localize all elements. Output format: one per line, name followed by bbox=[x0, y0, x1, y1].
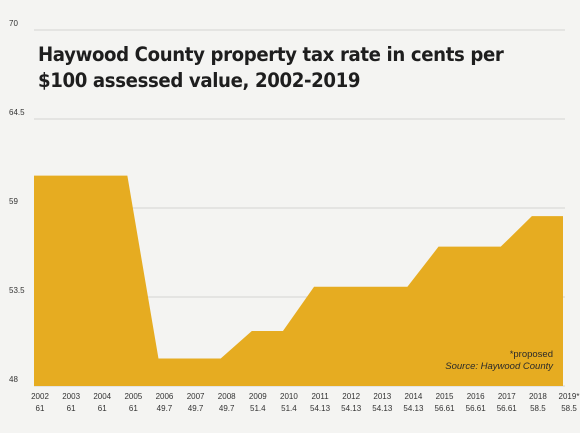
chart-title: Haywood County property tax rate in cent… bbox=[38, 43, 504, 92]
source-note: Source: Haywood County bbox=[445, 361, 553, 372]
y-tick-label: 70 bbox=[9, 19, 18, 28]
x-tick-label: 2008 bbox=[218, 392, 236, 401]
x-tick-label: 2012 bbox=[342, 392, 360, 401]
x-tick-label: 2004 bbox=[93, 392, 111, 401]
x-tick-label: 2007 bbox=[187, 392, 205, 401]
data-label: 61 bbox=[129, 404, 138, 413]
x-tick-label: 2005 bbox=[124, 392, 142, 401]
data-label: 54.13 bbox=[372, 404, 393, 413]
data-label: 54.13 bbox=[341, 404, 362, 413]
data-label: 61 bbox=[36, 404, 45, 413]
x-tick-label: 2019* bbox=[559, 392, 580, 401]
x-tick-label: 2015 bbox=[436, 392, 454, 401]
chart-footnote: *proposed Source: Haywood County bbox=[445, 349, 553, 373]
y-tick-label: 59 bbox=[9, 197, 18, 206]
data-label: 54.13 bbox=[403, 404, 424, 413]
x-axis-ticks: 2002 61 2003 61 2004 61 2005 61 2006 49.7 2007 49.7… bbox=[31, 392, 579, 413]
x-tick-label: 2018 bbox=[529, 392, 547, 401]
data-label: 58.5 bbox=[530, 404, 546, 413]
y-tick-label: 48 bbox=[9, 375, 18, 384]
y-axis-ticks: 48 53.5 59 64.5 70 bbox=[9, 19, 25, 384]
y-tick-label: 64.5 bbox=[9, 108, 25, 117]
data-label: 51.4 bbox=[281, 404, 297, 413]
data-label: 49.7 bbox=[157, 404, 173, 413]
x-tick-label: 2002 bbox=[31, 392, 49, 401]
x-tick-label: 2011 bbox=[311, 392, 329, 401]
data-label: 58.5 bbox=[561, 404, 577, 413]
area-series bbox=[34, 175, 563, 386]
data-label: 54.13 bbox=[310, 404, 331, 413]
data-label: 61 bbox=[98, 404, 107, 413]
x-tick-label: 2006 bbox=[156, 392, 174, 401]
data-label: 61 bbox=[67, 404, 76, 413]
y-tick-label: 53.5 bbox=[9, 286, 25, 295]
data-label: 51.4 bbox=[250, 404, 266, 413]
data-label: 56.61 bbox=[466, 404, 487, 413]
data-label: 49.7 bbox=[219, 404, 235, 413]
data-label: 56.61 bbox=[497, 404, 518, 413]
proposed-note: *proposed bbox=[509, 349, 553, 360]
x-tick-label: 2013 bbox=[373, 392, 391, 401]
x-tick-label: 2017 bbox=[498, 392, 516, 401]
x-tick-label: 2010 bbox=[280, 392, 298, 401]
x-tick-label: 2003 bbox=[62, 392, 80, 401]
x-tick-label: 2014 bbox=[405, 392, 423, 401]
x-tick-label: 2016 bbox=[467, 392, 485, 401]
data-label: 56.61 bbox=[435, 404, 456, 413]
data-label: 49.7 bbox=[188, 404, 204, 413]
x-tick-label: 2009 bbox=[249, 392, 267, 401]
